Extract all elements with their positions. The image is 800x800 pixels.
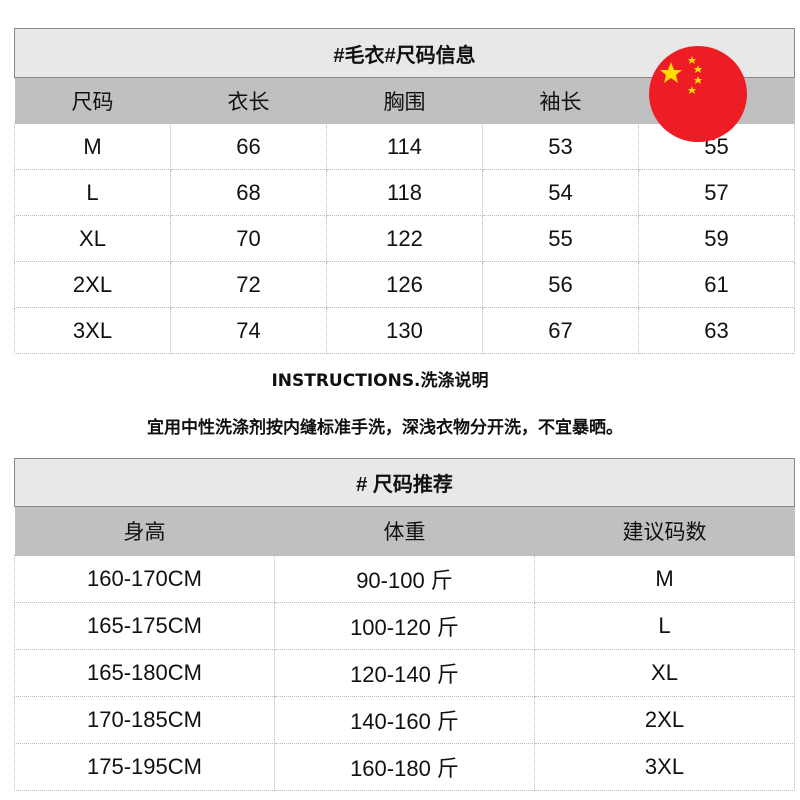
table-cell: 2XL (14, 261, 171, 308)
table-cell: 67 (482, 307, 639, 354)
table-cell: 114 (326, 123, 483, 170)
size-info-table: #毛衣#尺码信息 尺码 衣长 胸围 袖长 M 66 114 53 55 L 68 118 54 57 XL… (14, 28, 795, 354)
column-header: 尺码 (14, 77, 171, 124)
table-cell: 160-180 斤 (274, 743, 535, 791)
size-recommend-table: # 尺码推荐 身高 体重 建议码数 160-170CM 90-100 斤 M 165-17… (14, 458, 795, 791)
table-cell: 53 (482, 123, 639, 170)
table-cell: 2XL (534, 696, 795, 744)
column-header: 身高 (14, 506, 275, 556)
recommend-table-title: # 尺码推荐 (14, 458, 795, 507)
table-cell: L (534, 602, 795, 650)
table-cell: 3XL (14, 307, 171, 354)
table-cell: XL (534, 649, 795, 697)
table-cell: 72 (170, 261, 327, 308)
care-instructions: 宜用中性洗涤剂按内缝标准手洗，深浅衣物分开洗，不宜暴晒。 (147, 418, 623, 438)
column-header: 体重 (274, 506, 535, 556)
table-cell: 126 (326, 261, 483, 308)
table-cell: 57 (638, 169, 795, 216)
table-cell: 90-100 斤 (274, 555, 535, 603)
table-cell: 74 (170, 307, 327, 354)
table-cell: 70 (170, 215, 327, 262)
table-cell: 100-120 斤 (274, 602, 535, 650)
column-header: 胸围 (326, 77, 483, 124)
table-cell: 59 (638, 215, 795, 262)
column-header: 袖长 (482, 77, 639, 124)
size-table-title: #毛衣#尺码信息 (14, 28, 795, 78)
table-cell: 68 (170, 169, 327, 216)
table-cell: 170-185CM (14, 696, 275, 744)
table-row: 2XL 72 126 56 61 (14, 261, 795, 308)
china-flag-icon (649, 46, 747, 142)
table-cell: L (14, 169, 171, 216)
table-cell: 118 (326, 169, 483, 216)
instructions-title: INSTRUCTIONS.洗涤说明 (271, 371, 489, 391)
column-header: 衣长 (170, 77, 327, 124)
table-cell: 56 (482, 261, 639, 308)
table-cell: 3XL (534, 743, 795, 791)
table-cell: M (534, 555, 795, 603)
table-cell: 122 (326, 215, 483, 262)
table-cell: 55 (482, 215, 639, 262)
table-cell: 63 (638, 307, 795, 354)
table-cell: M (14, 123, 171, 170)
column-header: 建议码数 (534, 506, 795, 556)
table-row: 3XL 74 130 67 63 (14, 307, 795, 354)
table-cell: 160-170CM (14, 555, 275, 603)
table-row: 165-180CM 120-140 斤 XL (14, 649, 795, 697)
table-cell: 120-140 斤 (274, 649, 535, 697)
table-cell: XL (14, 215, 171, 262)
table-row: XL 70 122 55 59 (14, 215, 795, 262)
table-row: 175-195CM 160-180 斤 3XL (14, 743, 795, 791)
table-cell: 165-180CM (14, 649, 275, 697)
table-cell: 66 (170, 123, 327, 170)
table-cell: 61 (638, 261, 795, 308)
table-row: 170-185CM 140-160 斤 2XL (14, 696, 795, 744)
table-cell: 165-175CM (14, 602, 275, 650)
table-cell: 140-160 斤 (274, 696, 535, 744)
table-cell: 54 (482, 169, 639, 216)
table-cell: 175-195CM (14, 743, 275, 791)
table-cell: 130 (326, 307, 483, 354)
table-row: L 68 118 54 57 (14, 169, 795, 216)
